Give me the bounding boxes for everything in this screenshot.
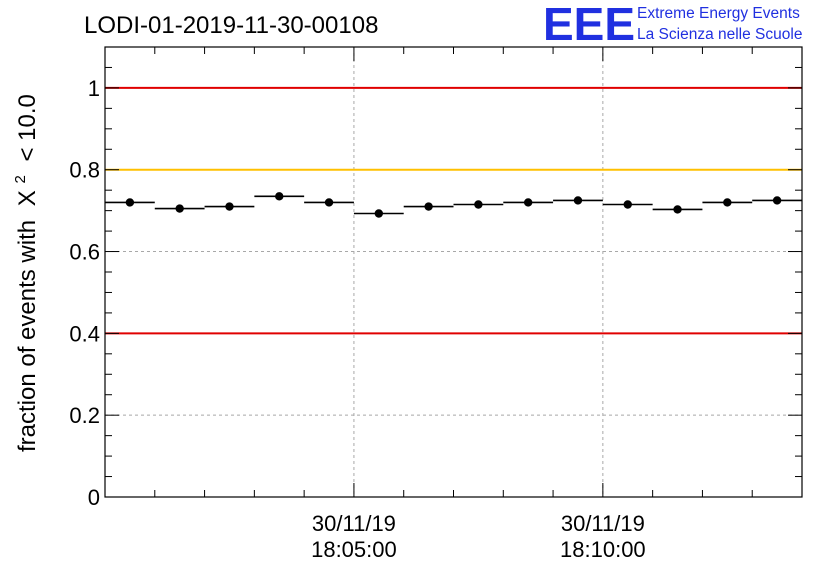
y-tick-label: 0.6 [69, 240, 100, 265]
data-point [175, 204, 184, 213]
chart-title: LODI-01-2019-11-30-00108 [84, 12, 378, 39]
y-axis-title: fraction of events with X 2 < 10.0 [4, 94, 41, 452]
tick-labels: 00.20.40.60.8130/11/1918:05:0030/11/1918… [69, 76, 645, 562]
data-series [105, 192, 802, 218]
data-point [424, 202, 433, 211]
y-tick-label: 0 [88, 485, 100, 510]
data-point [275, 192, 284, 201]
data-point [474, 200, 483, 209]
x-tick-date-label: 30/11/19 [312, 511, 396, 536]
data-point [772, 196, 782, 205]
data-point [374, 209, 384, 218]
data-point [324, 198, 334, 207]
y-axis-title-prefix: fraction of events with [14, 220, 41, 452]
y-axis-title-superscript: 2 [12, 175, 29, 183]
logo-line-2: La Scienza nelle Scuole [637, 26, 802, 43]
y-tick-label: 0.4 [69, 321, 100, 346]
x-tick-date-label: 30/11/19 [561, 511, 645, 536]
eee-logo: EEE Extreme Energy Events La Scienza nel… [543, 0, 802, 50]
reference-lines [105, 86, 802, 335]
data-point [673, 205, 682, 214]
grid [105, 47, 802, 497]
logo-letters: EEE [543, 0, 635, 50]
data-point [523, 198, 533, 207]
y-tick-label: 0.2 [69, 403, 100, 428]
axes [104, 46, 803, 498]
logo-line-1: Extreme Energy Events [637, 5, 800, 22]
data-point [723, 198, 732, 207]
y-tick-label: 0.8 [69, 158, 100, 183]
x-tick-time-label: 18:05:00 [311, 537, 397, 562]
data-point [125, 198, 135, 207]
y-axis-title-suffix: < 10.0 [14, 94, 41, 161]
x-tick-time-label: 18:10:00 [560, 537, 646, 562]
y-tick-label: 1 [88, 76, 100, 101]
data-point [573, 196, 583, 205]
y-axis-title-symbol: X [14, 190, 41, 206]
data-point [225, 202, 234, 211]
data-point [623, 200, 632, 209]
